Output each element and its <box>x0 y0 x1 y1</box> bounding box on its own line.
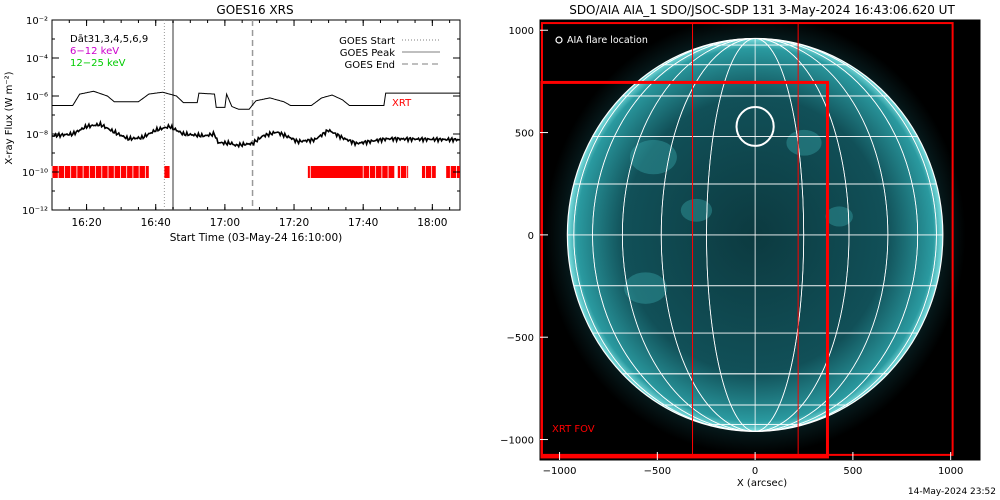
aia-y-tick-label: 500 <box>515 129 534 140</box>
aia-x-tick-label: −1000 <box>543 466 577 477</box>
aia-x-tick-label: 1000 <box>938 466 963 477</box>
x-axis-label: Start Time (03-May-24 16:10:00) <box>170 232 343 244</box>
xrt-fov-label: XRT FOV <box>552 424 595 435</box>
aia-title: SDO/AIA AIA_1 SDO/JSOC-SDP 131 3-May-202… <box>569 3 955 17</box>
longitude-line <box>573 38 937 432</box>
aia-x-tick-label: −500 <box>644 466 671 477</box>
y-tick-label: 10⁻¹⁰ <box>22 168 48 179</box>
footer-timestamp: 14-May-2024 23:52 <box>907 487 996 497</box>
y-axis-label: X-ray Flux (W m⁻²) <box>4 71 15 164</box>
right-legend-entry: GOES Peak <box>340 48 395 59</box>
aia-image-background <box>540 20 980 460</box>
left-legend-entry: Dāt31,3,4,5,6,9 <box>70 34 148 45</box>
active-region <box>786 129 822 156</box>
y-tick-label: 10⁻⁴ <box>26 54 48 65</box>
series-line-2 <box>51 119 461 149</box>
aia-x-axis-label: X (arcsec) <box>737 478 787 489</box>
y-tick-label: 10⁻⁸ <box>26 130 48 141</box>
active-region <box>629 139 677 175</box>
y-tick-label: 10⁻² <box>26 16 48 27</box>
longitude-line <box>660 38 850 432</box>
longitude-line <box>706 38 805 432</box>
x-tick-label: 16:20 <box>71 217 101 229</box>
xrt-interval-bar <box>421 166 436 178</box>
longitude-line <box>621 38 889 432</box>
x-tick-label: 16:40 <box>141 217 171 229</box>
longitude-line <box>621 38 889 432</box>
xrt-fov-box <box>692 22 799 456</box>
longitude-line <box>706 38 805 432</box>
active-region <box>624 272 668 304</box>
solar-corona <box>544 20 966 455</box>
flare-legend-text: AIA flare location <box>567 35 648 46</box>
longitude-line <box>592 38 919 432</box>
xrt-interval-bar <box>164 166 170 178</box>
x-tick-label: 17:40 <box>348 217 378 229</box>
solar-disk <box>567 38 943 432</box>
aia-plot-frame <box>539 19 981 461</box>
series-line-1 <box>52 90 460 110</box>
x-tick-label: 17:00 <box>210 217 240 229</box>
right-legend-entry: GOES Start <box>339 36 395 47</box>
longitude-line <box>592 38 919 432</box>
goes-xrs-chart: GOES16 XRS 16:20 16:40 17:00 17:20 17:40 18:0… <box>4 3 461 244</box>
xrt-interval-bar <box>397 166 409 178</box>
longitude-line <box>573 38 937 432</box>
flare-legend-marker <box>555 36 563 44</box>
xrt-fov-box <box>540 22 954 456</box>
aia-y-tick-label: −1000 <box>500 436 534 447</box>
aia-x-tick-label: 0 <box>752 466 758 477</box>
active-region <box>825 206 853 227</box>
y-tick-label: 10⁻⁶ <box>26 92 48 103</box>
chart-title: GOES16 XRS <box>216 3 293 17</box>
xrt-interval-bar <box>307 166 395 178</box>
x-tick-label: 17:20 <box>279 217 309 229</box>
aia-y-tick-label: 1000 <box>509 26 534 37</box>
left-legend-entry: 6−12 keV <box>70 46 119 57</box>
xrt-label: XRT <box>392 98 412 109</box>
x-tick-label: 18:00 <box>417 217 447 229</box>
y-tick-label: 10⁻¹² <box>22 206 48 217</box>
aia-y-tick-label: −500 <box>507 333 534 344</box>
left-legend-entry: 12−25 keV <box>70 58 126 69</box>
flare-location-circle <box>735 105 775 147</box>
aia-y-tick-label: 0 <box>528 231 534 242</box>
longitude-line <box>660 38 850 432</box>
xrt-interval-bar <box>52 166 149 178</box>
aia-x-tick-label: 500 <box>843 466 862 477</box>
active-region <box>680 198 713 222</box>
limb <box>566 37 944 432</box>
xrt-fov-box <box>540 80 829 459</box>
right-legend-entry: GOES End <box>345 60 395 71</box>
